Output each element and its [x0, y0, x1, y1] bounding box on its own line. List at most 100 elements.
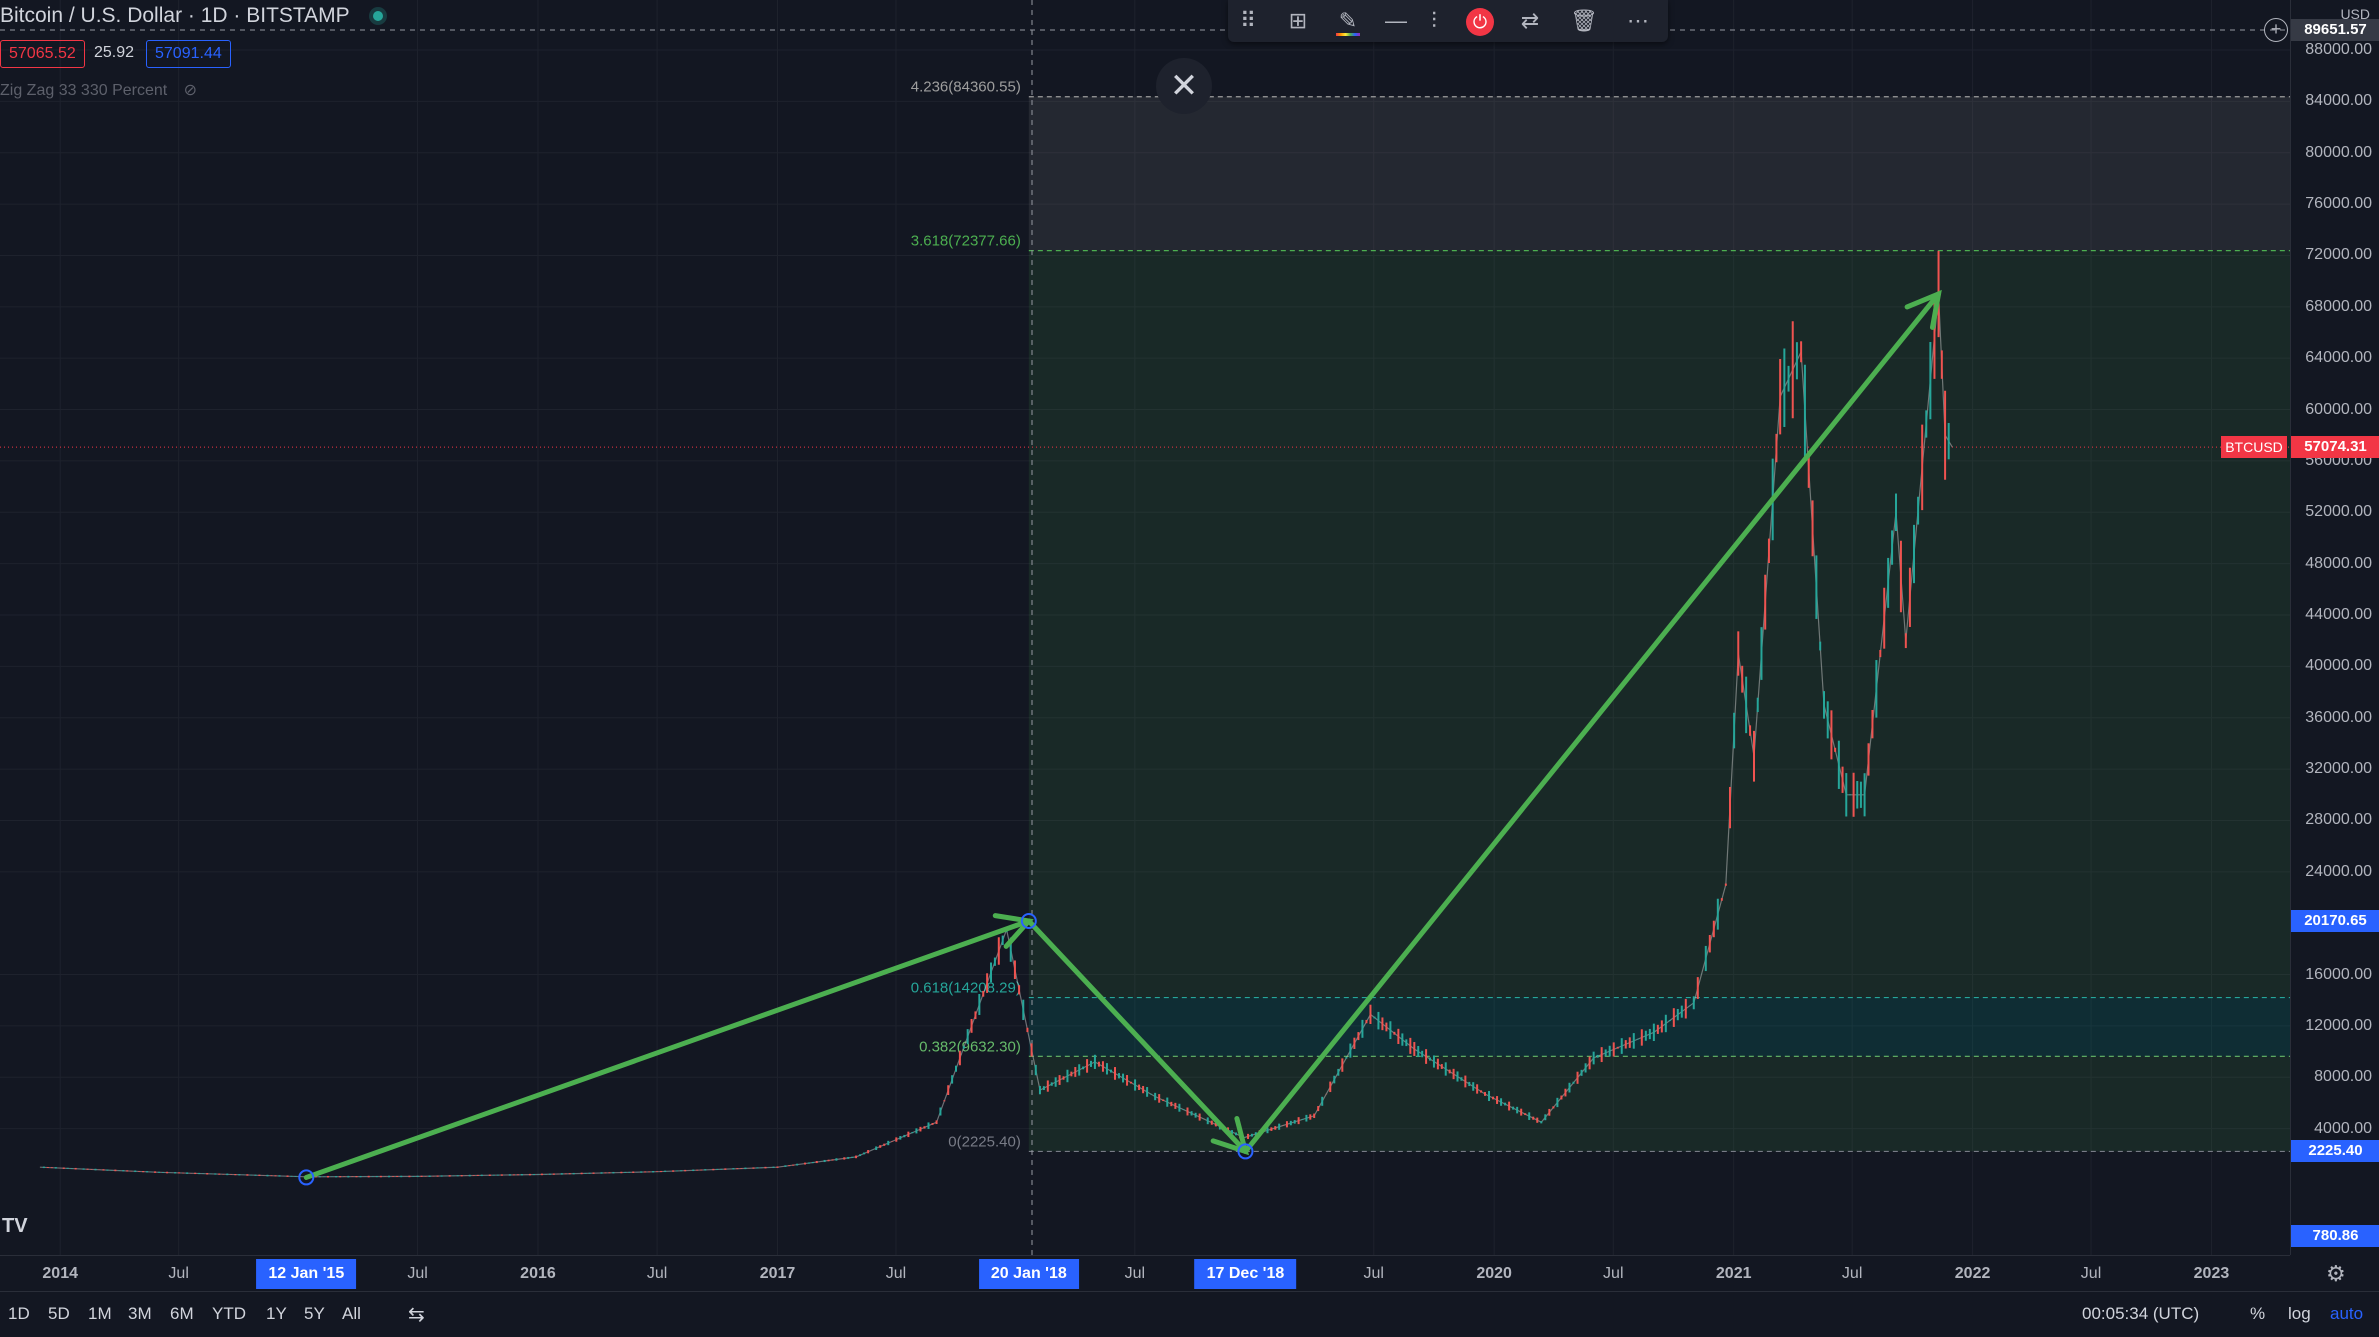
- time-tick-label: Jul: [407, 1265, 428, 1282]
- pencil-icon[interactable]: ✎: [1332, 6, 1364, 36]
- price-tick-label: 88000.00: [2305, 41, 2372, 58]
- price-chart[interactable]: 0(2225.40) 0.382(9632.30) 0.618(14208.29) 3…: [0, 0, 2290, 1255]
- time-tick-label: 2016: [520, 1265, 556, 1282]
- time-tick-label: 2022: [1954, 1265, 1991, 1282]
- zigzag-arrow-line: [303, 918, 1032, 1180]
- spread-value: 25.92: [94, 44, 135, 61]
- price-flag: 20170.65: [2291, 909, 2379, 932]
- tradingview-logo: TV: [2, 1214, 34, 1238]
- time-tick-label: Jul: [168, 1265, 189, 1282]
- time-tick-label: Jul: [2080, 1265, 2102, 1282]
- price-tick-label: 76000.00: [2305, 195, 2372, 213]
- price-tick-label: 44000.00: [2305, 606, 2372, 623]
- time-tick-label: Jul: [1124, 1265, 1146, 1282]
- zigzag-anchor-point: [298, 1169, 315, 1186]
- market-status-dot: [373, 11, 384, 22]
- range-all[interactable]: All: [342, 1304, 361, 1323]
- time-tick-label: 2017: [759, 1265, 796, 1282]
- crosshair-price-flag: 89651.57: [2291, 19, 2379, 41]
- alert-icon[interactable]: ⏻: [1464, 6, 1496, 36]
- range-ytd[interactable]: YTD: [212, 1304, 246, 1323]
- time-tick-label: Jul: [885, 1265, 907, 1282]
- time-tick-label: Jul: [646, 1265, 668, 1282]
- fib-zone-0382: [1028, 1056, 2290, 1152]
- drawing-toolbar: ⠿ ⊞ ✎ — ⫶ ⏻ ⇄ 🗑 ⋯: [1228, 0, 1668, 42]
- price-tick-label: 52000.00: [2305, 503, 2372, 521]
- fib-level-label: 4.236(84360.55): [911, 79, 1021, 96]
- price-tick-label: 48000.00: [2305, 554, 2372, 572]
- price-tick-label: 4000.00: [2314, 1119, 2372, 1137]
- symbol-title[interactable]: Bitcoin / U.S. Dollar · 1D · BITSTAMP: [0, 4, 350, 27]
- symbol-flag: BTCUSD: [2221, 436, 2287, 459]
- currency-selector[interactable]: USD: [2340, 6, 2370, 22]
- price-tick-label: 16000.00: [2305, 965, 2372, 983]
- price-flag: 2225.40: [2291, 1140, 2379, 1163]
- fib-level-label: 0.618(14208.29): [911, 980, 1021, 997]
- utc-clock[interactable]: 00:05:34 (UTC): [2082, 1304, 2200, 1323]
- price-tick-label: 12000.00: [2305, 1016, 2372, 1034]
- date-range-icon[interactable]: ⇆: [408, 1304, 425, 1326]
- chart-plot-area[interactable]: 0(2225.40) 0.382(9632.30) 0.618(14208.29) 3…: [0, 0, 2290, 1255]
- drag-handle-icon[interactable]: ⠿: [1239, 8, 1257, 33]
- indicator-name: Zig Zag 33 330 Percent: [0, 82, 168, 99]
- fib-zone-0618: [1028, 997, 2290, 1057]
- fib-level-label: 0.382(9632.30): [919, 1038, 1021, 1055]
- range-1m[interactable]: 1M: [88, 1304, 112, 1323]
- price-tick-label: 36000.00: [2305, 708, 2372, 726]
- zigzag-anchor-point: [1237, 1143, 1254, 1160]
- price-axis[interactable]: USD 4000.00 8000.00 12000.00 16000.00 24000.…: [2221, 0, 2379, 1255]
- fib-zone-3618: [1028, 250, 2290, 998]
- price-tick-label: 32000.00: [2305, 760, 2372, 778]
- range-5y[interactable]: 5Y: [304, 1304, 325, 1323]
- add-price-icon[interactable]: +: [2264, 18, 2288, 42]
- trash-icon[interactable]: 🗑: [1570, 8, 1598, 33]
- price-tick-label: 60000.00: [2305, 400, 2372, 418]
- bottom-toolbar: 1D 5D 1M 3M 6M YTD 1Y 5Y All ⇆ 00:05:34 …: [0, 1291, 2379, 1337]
- time-tick-label: Jul: [1363, 1265, 1384, 1282]
- time-flag: 20 Jan '18: [978, 1259, 1079, 1289]
- more-icon[interactable]: ⋯: [1627, 8, 1649, 33]
- time-flag: 12 Jan '15: [256, 1259, 357, 1289]
- range-1y[interactable]: 1Y: [266, 1304, 287, 1323]
- range-3m[interactable]: 3M: [128, 1304, 152, 1323]
- price-tick-label: 64000.00: [2305, 349, 2372, 367]
- price-tick-label: 24000.00: [2305, 862, 2372, 880]
- close-icon[interactable]: ✕: [1156, 58, 1212, 114]
- range-1d[interactable]: 1D: [8, 1304, 30, 1323]
- price-flag: 780.86: [2291, 1225, 2379, 1247]
- price-tick-label: 40000.00: [2305, 657, 2372, 675]
- price-tick-label: 28000.00: [2305, 811, 2372, 829]
- time-axis[interactable]: 2014 Jul Jul 2016 Jul 2017 Jul Jul Jul 2020 Jul 202…: [0, 1255, 2290, 1292]
- range-5d[interactable]: 5D: [48, 1304, 70, 1323]
- price-tick-label: 80000.00: [2305, 143, 2372, 161]
- hidden-eye-icon[interactable]: ⊘: [183, 82, 198, 99]
- zigzag-anchor-point: [1020, 912, 1037, 929]
- zigzag-arrow-line: [1026, 918, 1248, 1154]
- sync-icon[interactable]: ⇄: [1520, 8, 1540, 33]
- percent-toggle[interactable]: %: [2250, 1304, 2266, 1323]
- price-tick-label: 84000.00: [2305, 92, 2372, 110]
- axis-settings-gear-icon[interactable]: ⚙: [2326, 1261, 2346, 1286]
- price-tick-label: 68000.00: [2305, 297, 2372, 315]
- range-6m[interactable]: 6M: [170, 1304, 194, 1323]
- indicator-legend[interactable]: Zig Zag 33 330 Percent ⊘: [0, 80, 197, 100]
- bid-price[interactable]: 57065.52: [0, 40, 85, 68]
- time-tick-label: Jul: [1841, 1265, 1863, 1282]
- line-width-icon[interactable]: —: [1385, 8, 1407, 33]
- log-toggle[interactable]: log: [2288, 1304, 2311, 1323]
- time-tick-label: 2020: [1476, 1265, 1512, 1282]
- time-tick-label: 2021: [1715, 1265, 1752, 1282]
- time-tick-label: 2014: [42, 1265, 78, 1282]
- zigzag-arrow-line: [1242, 291, 1942, 1154]
- fib-level-label: 0(2225.40): [948, 1133, 1021, 1150]
- fib-level-label: 3.618(72377.66): [911, 233, 1021, 250]
- symbol-legend: Bitcoin / U.S. Dollar · 1D · BITSTAMP: [0, 4, 384, 28]
- auto-toggle[interactable]: auto: [2330, 1304, 2364, 1323]
- line-style-icon[interactable]: ⫶: [1431, 8, 1437, 33]
- ask-price[interactable]: 57091.44: [146, 40, 231, 68]
- zigzag-arrow-head: [1904, 289, 1942, 330]
- fib-zone-4236: [1028, 96, 2290, 251]
- time-flag: 17 Dec '18: [1194, 1259, 1297, 1289]
- time-tick-label: Jul: [1603, 1265, 1624, 1282]
- template-icon[interactable]: ⊞: [1288, 8, 1308, 33]
